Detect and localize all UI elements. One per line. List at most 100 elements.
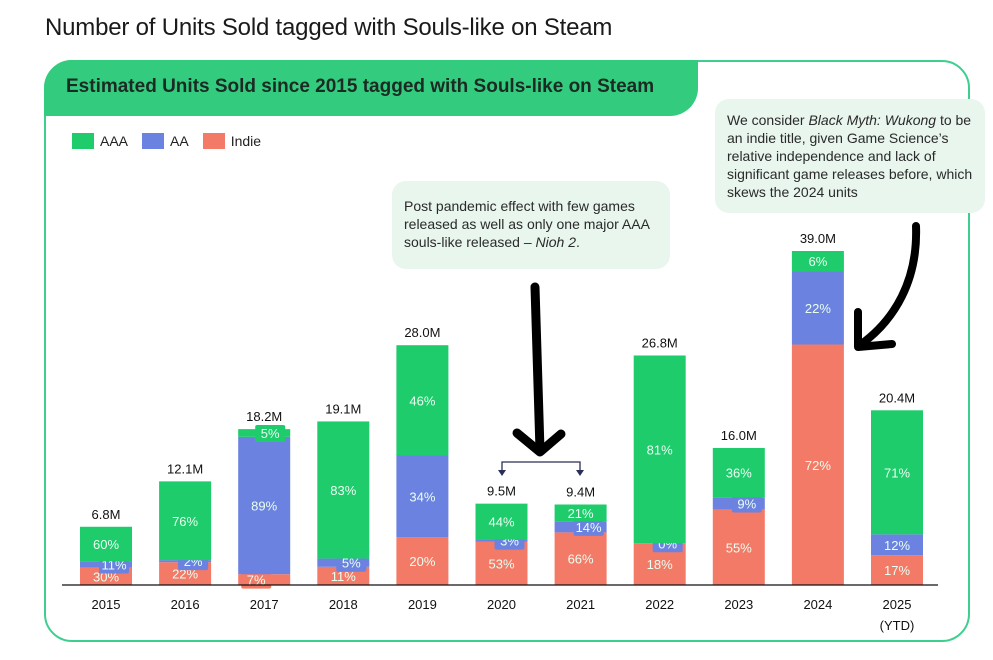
bar-segment-indie-2025	[871, 555, 923, 585]
data-label-aaa-2015: 60%	[93, 537, 119, 552]
total-label-2016: 12.1M	[167, 461, 203, 476]
bar-segment-indie-2019	[396, 537, 449, 585]
bar-segment-indie-2023	[712, 509, 765, 585]
label-bg-aa-2021	[573, 518, 604, 536]
pandemic-arrow-icon	[530, 282, 545, 455]
bar-segment-aaa-2018	[317, 421, 370, 559]
bar-segment-aa-2019	[396, 455, 449, 538]
chart-header: Estimated Units Sold since 2015 tagged w…	[44, 60, 698, 116]
total-label-2025: 20.4M	[879, 390, 915, 405]
annotation-pandemic-suffix: .	[575, 234, 580, 250]
legend-swatch-aa	[142, 133, 165, 149]
x-tick-label-2025: 2025	[883, 597, 912, 612]
page-title: Number of Units Sold tagged with Souls-l…	[45, 14, 613, 41]
data-label-indie-2020: 53%	[488, 556, 514, 571]
bar-segment-indie-2021	[554, 532, 607, 585]
total-label-2023: 16.0M	[721, 428, 757, 443]
x-tick-label-2021: 2021	[566, 597, 595, 612]
bars-group: 30%11%60%6.8M201522%2%76%12.1M20167%89%5…	[80, 231, 923, 633]
data-label-aaa-2024: 6%	[809, 254, 828, 269]
data-label-indie-2017: 7%	[247, 573, 266, 588]
data-label-indie-2016: 22%	[172, 567, 198, 582]
annotation-wukong-italic: Black Myth: Wukong	[808, 112, 937, 128]
annotation-pandemic: Post pandemic effect with few games rele…	[392, 181, 670, 269]
legend: AAA AA Indie	[72, 133, 275, 149]
chart-title: Estimated Units Sold since 2015 tagged w…	[66, 76, 655, 97]
bar-segment-aa-2024	[791, 271, 844, 345]
x-tick-label-2020: 2020	[487, 597, 516, 612]
data-label-aaa-2023: 36%	[726, 466, 752, 481]
data-label-aa-2023: 9%	[737, 496, 756, 511]
bracket-arrow-right-icon	[576, 470, 584, 476]
bar-segment-aaa-2024	[791, 251, 844, 272]
data-label-aa-2017: 89%	[251, 499, 277, 514]
wukong-arrowhead-icon	[854, 308, 896, 351]
bar-segment-aaa-2021	[554, 504, 607, 522]
data-label-aa-2025: 12%	[884, 538, 910, 553]
data-label-aaa-2017: 5%	[261, 426, 280, 441]
x-tick-label-2018: 2018	[329, 597, 358, 612]
pandemic-bracket	[501, 461, 581, 472]
annotation-wukong-text: to be an indie title, given Game Science…	[727, 112, 973, 200]
legend-swatch-aaa	[72, 133, 94, 149]
annotation-wukong: We consider Black Myth: Wukong to be an …	[715, 99, 985, 213]
data-label-indie-2023: 55%	[726, 540, 752, 555]
total-label-2017: 18.2M	[246, 409, 282, 424]
x-tick-label-2015: 2015	[92, 597, 121, 612]
total-label-2019: 28.0M	[404, 325, 440, 340]
data-label-aa-2021: 14%	[576, 520, 602, 535]
data-label-aa-2024: 22%	[805, 301, 831, 316]
total-label-2020: 9.5M	[487, 484, 516, 499]
data-label-aa-2018: 5%	[342, 556, 361, 571]
bar-segment-aaa-2019	[396, 345, 449, 456]
x-tick-label-2019: 2019	[408, 597, 437, 612]
x-tick-label-2022: 2022	[645, 597, 674, 612]
data-label-aaa-2025: 71%	[884, 465, 910, 480]
total-label-2022: 26.8M	[642, 335, 678, 350]
pandemic-arrowhead-icon	[512, 428, 566, 457]
data-label-indie-2022: 18%	[647, 557, 673, 572]
legend-item-aaa: AAA	[72, 133, 128, 149]
data-label-aa-2019: 34%	[409, 489, 435, 504]
legend-swatch-indie	[202, 133, 225, 149]
legend-label-indie: Indie	[230, 133, 262, 149]
data-label-indie-2018: 11%	[331, 569, 356, 584]
annotation-wukong-prefix: We consider	[727, 112, 809, 128]
label-bg-indie-2017	[241, 571, 272, 589]
legend-item-indie: Indie	[202, 133, 262, 149]
annotation-pandemic-text: Post pandemic effect with few games rele…	[404, 198, 650, 250]
x-tick-label-2024: 2024	[803, 597, 832, 612]
data-label-indie-2024: 72%	[805, 458, 831, 473]
annotation-pandemic-italic: Nioh 2	[535, 234, 576, 250]
data-label-indie-2021: 66%	[568, 552, 594, 567]
data-label-aaa-2020: 44%	[488, 515, 514, 530]
total-label-2015: 6.8M	[92, 507, 121, 522]
label-bg-aa-2018	[336, 554, 367, 572]
label-bg-aa-2023	[731, 495, 762, 513]
bar-segment-aaa-2023	[712, 447, 765, 498]
total-label-2021: 9.4M	[566, 484, 595, 499]
data-label-aaa-2021: 21%	[568, 506, 594, 521]
legend-item-aa: AA	[142, 133, 189, 149]
data-label-aaa-2019: 46%	[409, 393, 435, 408]
legend-label-aa: AA	[170, 133, 189, 149]
data-label-aaa-2018: 83%	[330, 483, 356, 498]
bar-segment-aa-2017	[238, 436, 291, 575]
total-label-2024: 39.0M	[800, 231, 836, 246]
bar-segment-aaa-2022	[633, 355, 686, 544]
x-tick-label-2017: 2017	[250, 597, 279, 612]
x-tick-label-2016: 2016	[171, 597, 200, 612]
legend-label-aaa: AAA	[100, 133, 129, 149]
wukong-arrow-icon	[856, 222, 921, 349]
label-bg-aaa-2017	[255, 424, 286, 442]
bar-segment-aaa-2020	[475, 503, 528, 540]
bar-segment-aaa-2016	[159, 481, 212, 561]
x-tick-sublabel-2025: (YTD)	[880, 618, 915, 633]
data-label-indie-2025: 17%	[884, 563, 910, 578]
bar-segment-aaa-2025	[871, 410, 923, 535]
bar-segment-indie-2024	[791, 344, 844, 585]
bracket-arrow-left-icon	[498, 470, 506, 476]
data-label-aaa-2016: 76%	[172, 514, 198, 529]
data-label-aaa-2022: 81%	[647, 442, 673, 457]
total-label-2018: 19.1M	[325, 401, 361, 416]
